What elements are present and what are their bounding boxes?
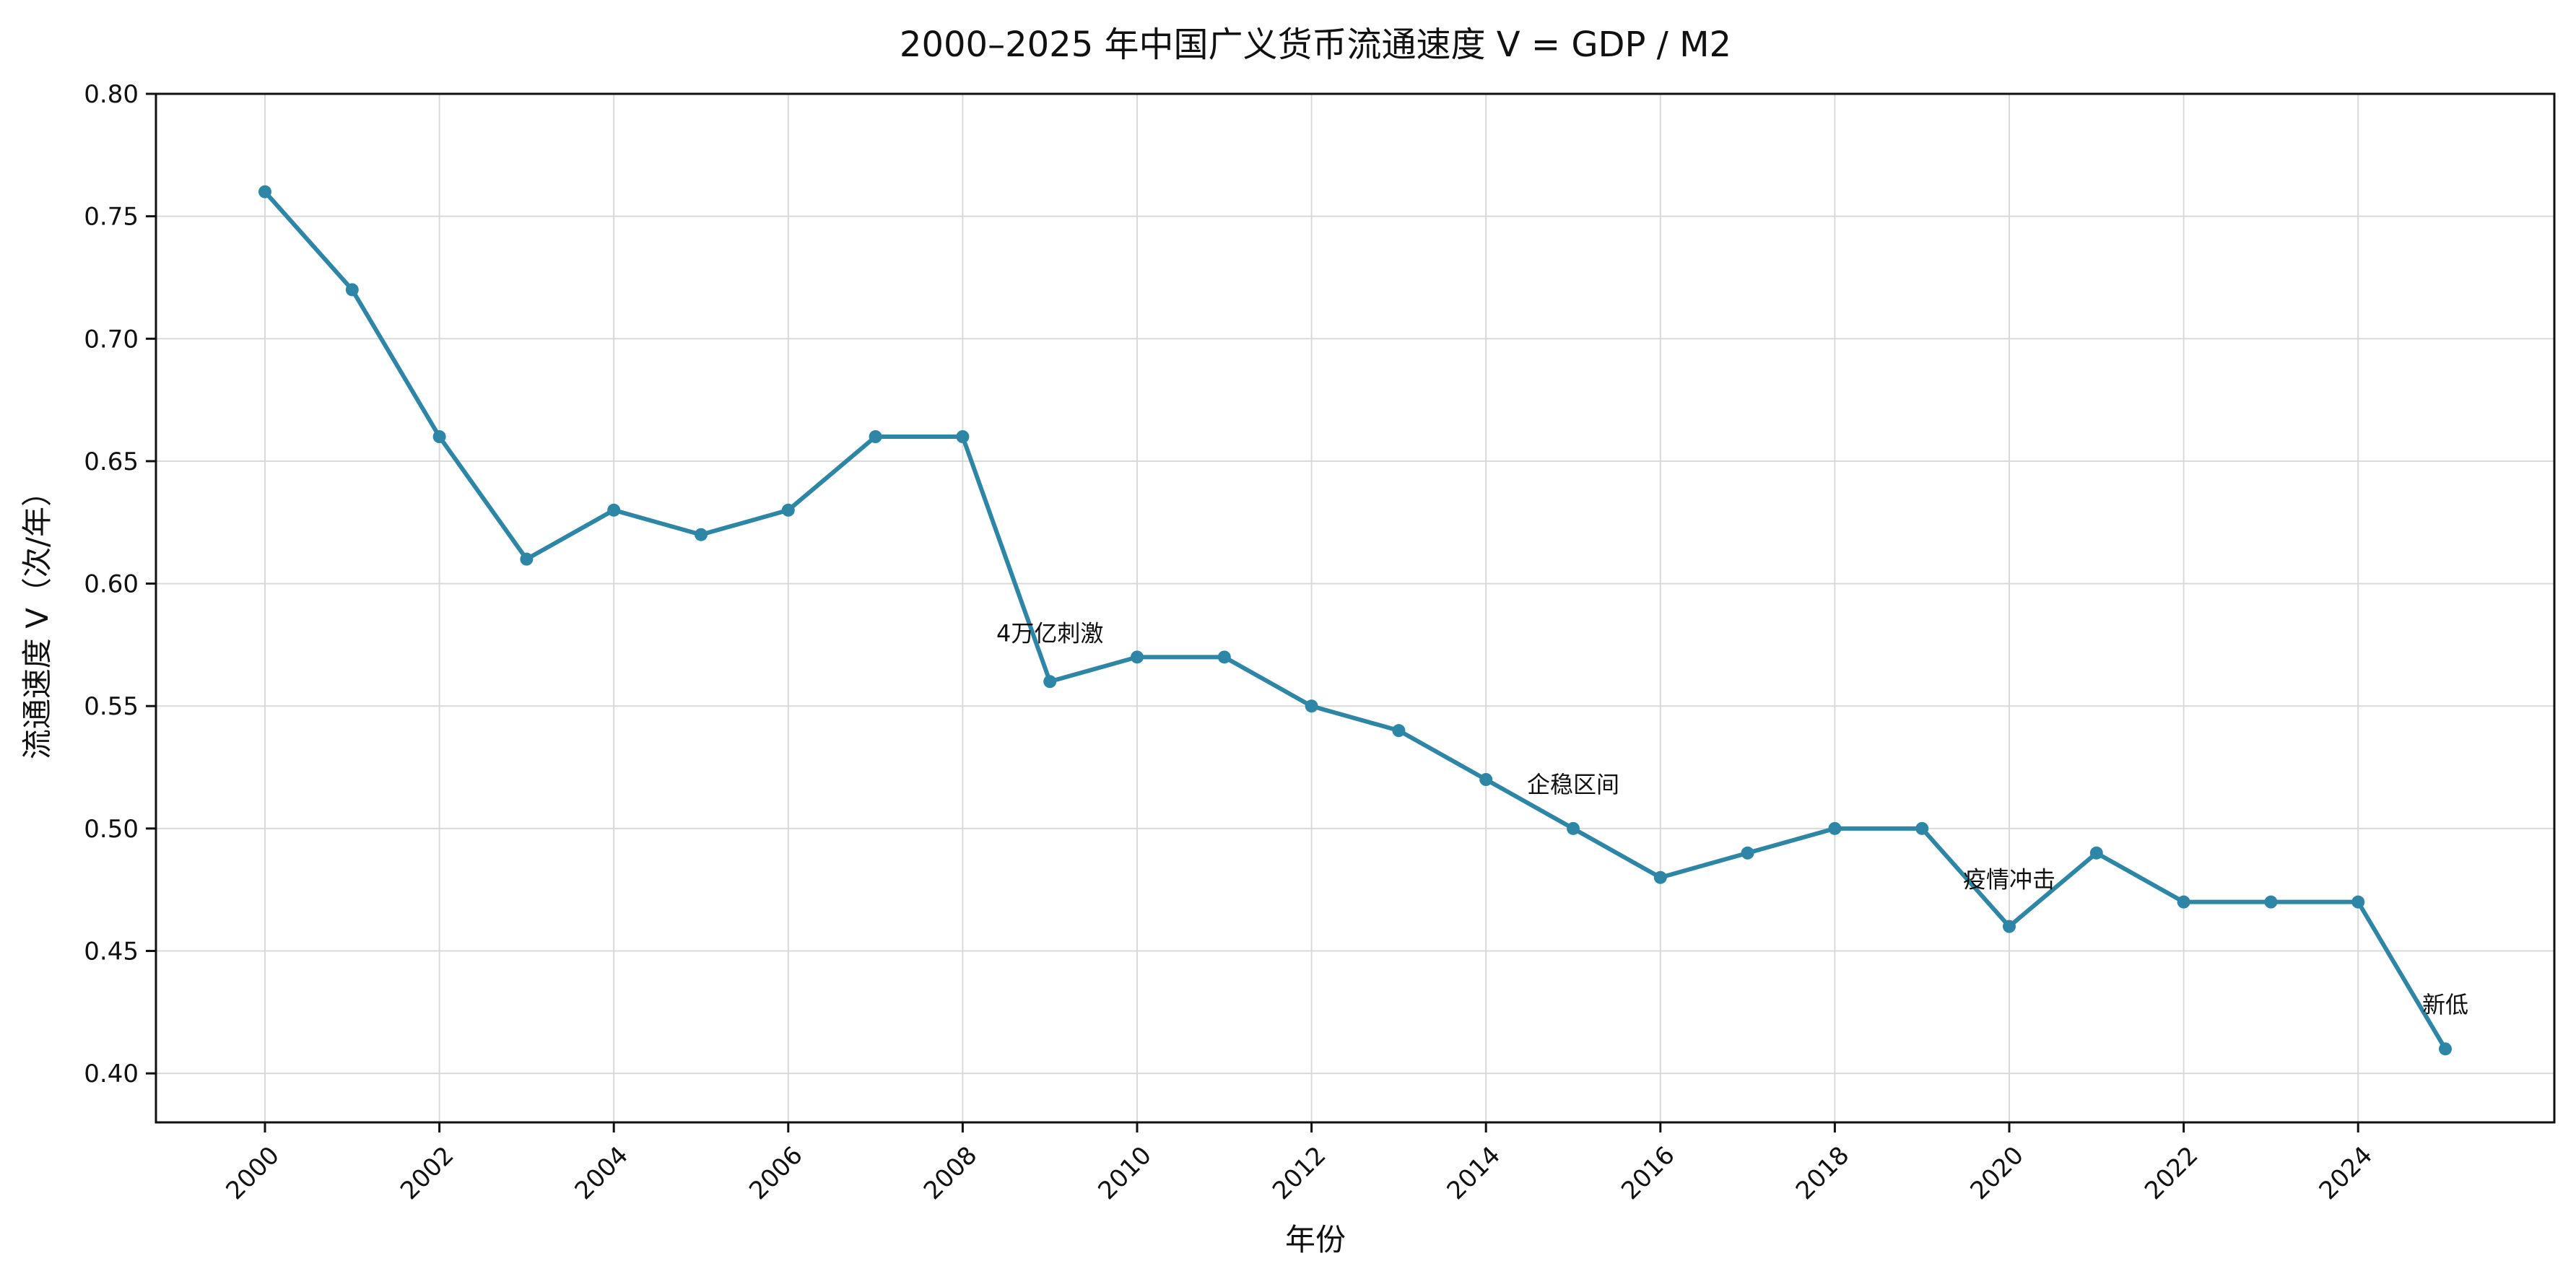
data-point [1567,821,1580,835]
x-tick-label: 2004 [570,1141,634,1205]
x-tick-label: 2002 [395,1141,459,1205]
grid [156,93,2554,1122]
annotation-label: 4万亿刺激 [996,619,1103,647]
data-point [432,430,446,443]
data-point [2264,895,2278,909]
data-point [1043,675,1057,689]
x-tick-label: 2012 [1267,1141,1331,1205]
data-point [1915,821,1929,835]
data-point [2439,1042,2452,1056]
data-point [1741,846,1754,860]
annotation-label: 新低 [2422,991,2468,1018]
data-point [695,528,708,541]
chart-title: 2000–2025 年中国广义货币流通速度 V = GDP / M2 [900,25,1731,65]
x-tick-label: 2006 [744,1141,808,1205]
data-point [258,185,271,198]
x-tick-label: 2018 [1790,1141,1855,1205]
series-layer [258,185,2452,1056]
data-point [956,430,970,443]
x-tick-label: 2022 [2139,1141,2203,1205]
y-tick-label: 0.45 [84,938,139,966]
y-tick-label: 0.65 [84,448,139,476]
data-point [869,430,882,443]
axis-ticks: 2000 2002 2004 2006 2008 2010 2012 2014 2016 2018… [84,80,2378,1205]
x-tick-label: 2008 [918,1141,983,1205]
x-tick-label: 2000 [220,1141,284,1205]
annotation-label: 企稳区间 [1527,771,1619,798]
data-point [2351,895,2365,909]
y-tick-label: 0.40 [84,1060,139,1088]
data-point [2003,920,2016,933]
data-point [1217,650,1231,664]
y-tick-label: 0.75 [84,203,139,232]
x-tick-label: 2010 [1092,1141,1157,1205]
y-tick-label: 0.80 [84,80,139,109]
data-point [1305,699,1318,713]
y-tick-label: 0.55 [84,692,139,721]
annotation-label: 疫情冲击 [1963,866,2055,894]
x-tick-label: 2014 [1442,1141,1506,1205]
x-tick-label: 2024 [2314,1141,2378,1205]
x-tick-label: 2016 [1616,1141,1680,1205]
data-point [2089,846,2103,860]
data-point [607,503,621,517]
data-point [1392,724,1406,738]
series-line [263,189,2447,1052]
data-point [520,552,534,566]
data-point [1131,650,1144,664]
y-axis-label: 流通速度 V（次/年） [19,476,55,759]
y-tick-label: 0.60 [84,570,139,599]
x-tick-label: 2020 [1964,1141,2029,1205]
data-point [2177,895,2190,909]
y-tick-label: 0.70 [84,325,139,354]
data-point [1479,773,1493,786]
plot-frame [155,92,2556,1124]
data-point [345,283,359,297]
x-axis-label: 年份 [1285,1222,1346,1257]
data-point [1828,821,1842,835]
y-tick-label: 0.50 [84,815,139,844]
data-point [1653,870,1667,884]
data-point [781,503,795,517]
